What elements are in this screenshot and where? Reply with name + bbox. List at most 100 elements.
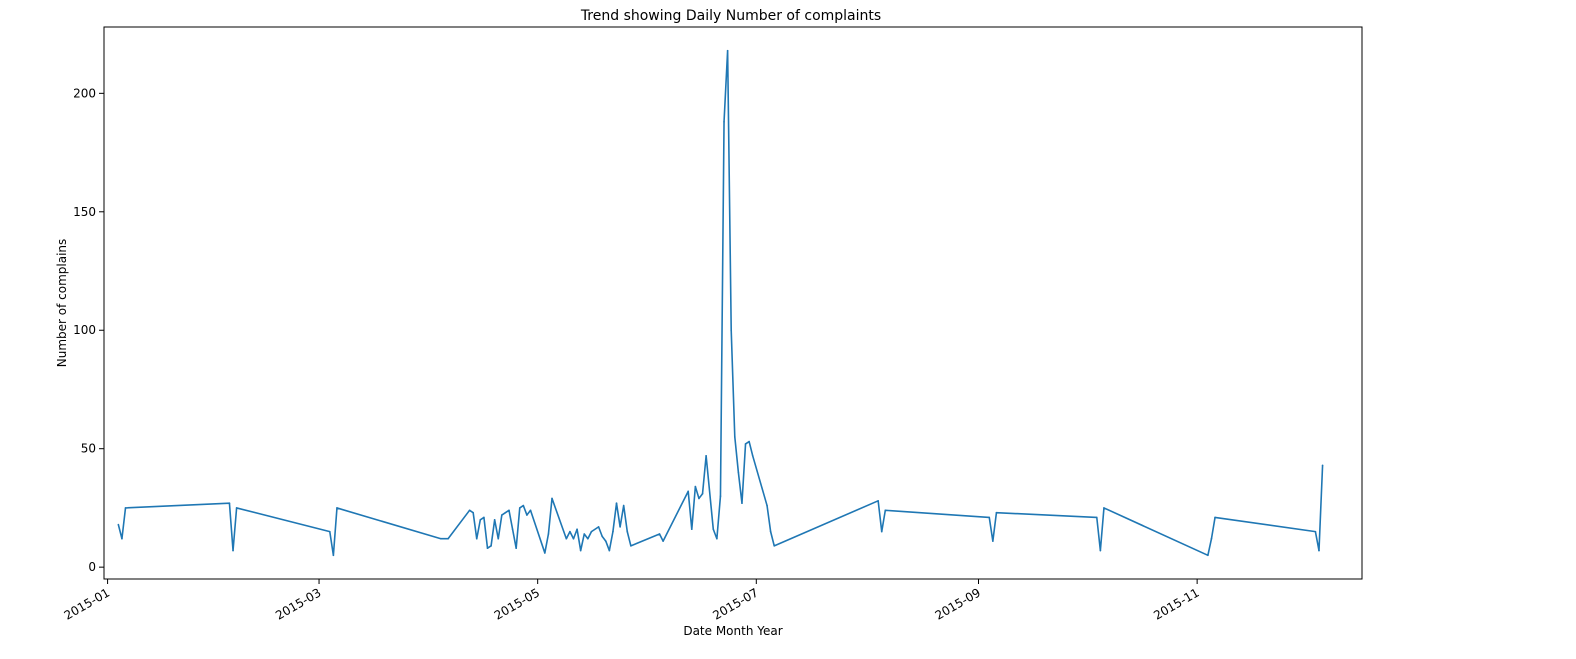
data-point [773,545,776,547]
data-point [565,537,568,540]
data-point [662,540,664,542]
data-point [486,547,489,549]
data-point [1210,537,1213,540]
data-point [547,533,550,535]
x-tick-label: 2015-07 [710,585,760,622]
data-point [440,537,442,540]
data-point [124,507,127,509]
data-point [511,528,514,531]
data-point [497,537,500,540]
data-point [117,523,120,526]
data-point [475,537,478,540]
data-point [232,549,234,552]
data-point [723,120,725,123]
x-axis: 2015-01 2015-03 2015-05 2015-07 2015-09 2015-… [62,579,1202,623]
y-tick-label: 0 [88,560,96,574]
data-point [1321,464,1324,467]
data-point [726,49,729,52]
data-point [705,455,707,457]
data-point [615,502,618,504]
data-point [328,530,331,533]
data-point [690,528,693,531]
chart-title: Trend showing Daily Number of complaints [580,8,881,24]
data-point [604,540,607,542]
data-point [551,497,553,500]
y-tick-label: 100 [73,323,96,337]
data-point [769,530,772,533]
data-point [1207,554,1209,557]
y-tick-label: 200 [73,86,96,100]
data-point [741,502,743,504]
data-point [1103,507,1105,509]
data-point [508,509,510,512]
plot-area-frame [103,26,1363,580]
x-tick-label: 2015-09 [933,585,983,622]
data-point [1214,516,1216,519]
data-point [626,530,629,533]
data-point [877,500,879,502]
data-point [572,537,575,540]
x-tick-label: 2015-01 [62,585,112,622]
data-point [583,533,586,535]
data-point [701,492,704,495]
x-tick-label: 2015-05 [492,585,542,622]
data-point [590,530,593,533]
data-point [1095,516,1098,519]
data-point [601,535,603,538]
data-point [995,511,998,514]
data-point [884,509,887,512]
data-point [766,504,768,507]
data-point [619,526,621,528]
y-tick-label: 150 [73,205,96,219]
data-point [694,485,697,488]
data-point [716,537,718,540]
data-point [1314,530,1317,533]
data-point [121,537,123,540]
data-point [483,516,485,519]
data-point [447,537,449,540]
data-point [730,329,733,332]
data-point [608,549,611,552]
data-point [744,443,747,445]
data-point [332,554,335,557]
data-point [501,514,503,516]
data-point [228,502,231,504]
data-point [1318,549,1320,552]
data-point [493,518,496,521]
data-point [992,540,994,542]
data-point [622,504,625,507]
x-axis-label: Date Month Year [683,624,782,638]
data-point [472,511,474,514]
data-point [479,518,482,521]
data-point [529,509,532,512]
data-point [504,511,507,514]
data-point [490,545,492,547]
data-point [880,530,883,533]
data-point [1099,549,1102,552]
data-point [518,507,521,509]
data-point [526,514,528,516]
data-point [751,455,754,457]
series-line [117,49,1324,557]
data-point [733,436,736,438]
data-point [658,533,661,535]
data-point [579,549,582,552]
y-axis-label: Number of complains [55,239,69,368]
data-point [468,509,471,512]
data-point [687,490,689,493]
y-tick-label: 50 [81,442,96,456]
data-point [597,526,600,528]
y-axis: 0 50 100 150 200 [73,86,104,574]
data-point [522,504,525,507]
data-point [988,516,991,519]
data-point [737,471,740,474]
data-point [235,507,238,509]
data-point [630,545,632,547]
x-tick-label: 2015-11 [1151,585,1201,622]
data-point [336,507,338,509]
data-point [515,547,517,549]
x-tick-label: 2015-03 [273,585,323,622]
data-point [544,552,546,554]
